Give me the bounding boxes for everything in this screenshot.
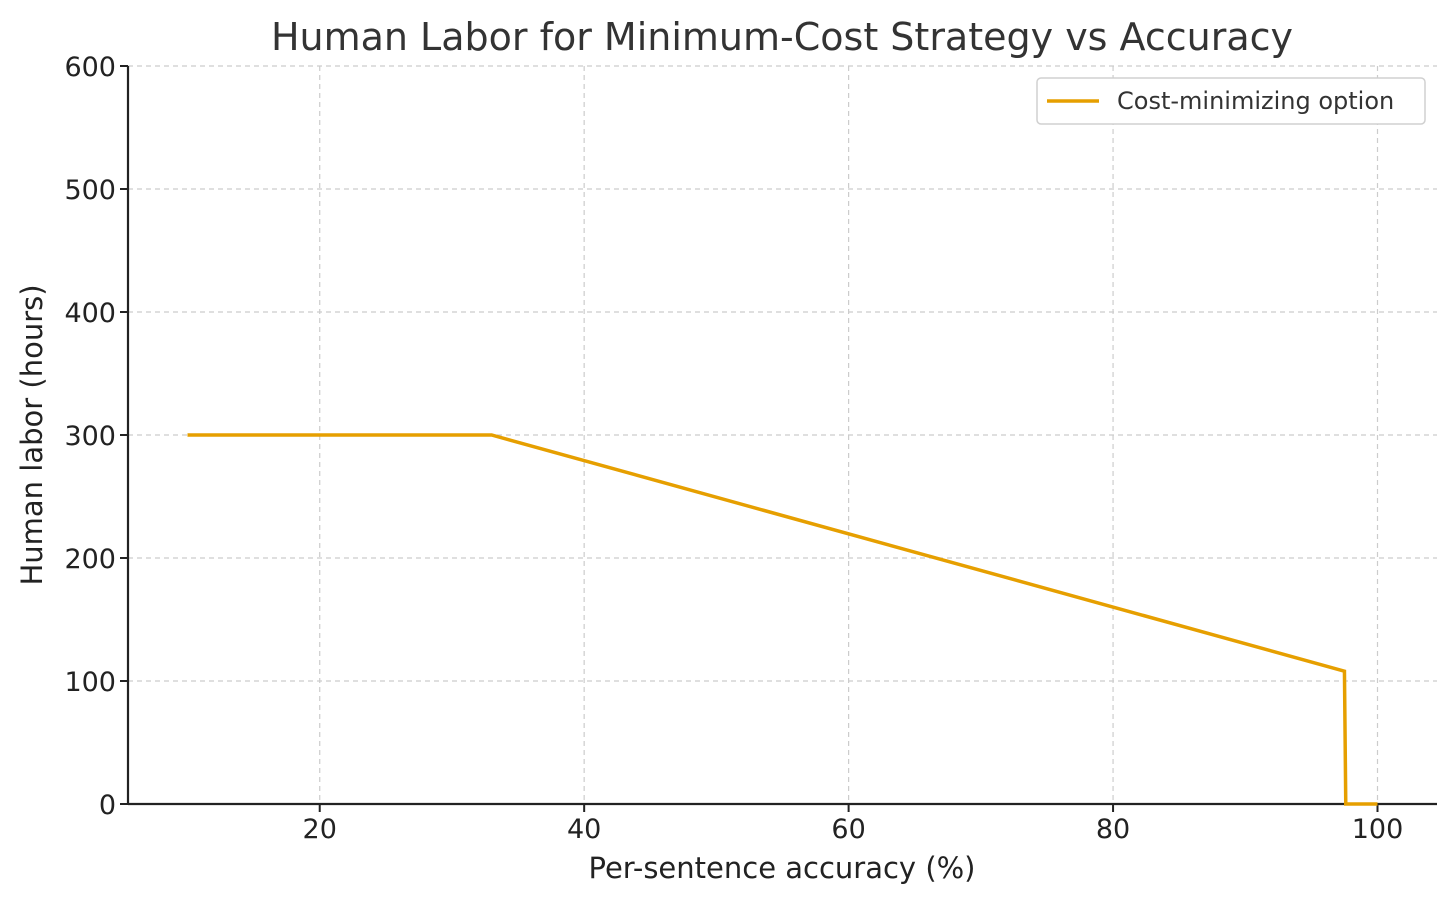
grid [128, 65, 1437, 804]
series [187, 433, 1378, 806]
y-axis-label: Human labor (hours) [15, 284, 49, 585]
y-tick-label: 300 [64, 421, 116, 452]
series-line-0 [187, 433, 1378, 806]
y-tick-label: 0 [99, 790, 116, 821]
x-tick-label: 80 [1096, 814, 1130, 845]
chart-title: Human Labor for Minimum-Cost Strategy vs… [271, 15, 1293, 59]
legend-box [1036, 77, 1426, 125]
legend-label: Cost-minimizing option [1117, 87, 1394, 115]
y-tick-label: 200 [64, 544, 116, 575]
axes [126, 66, 1437, 806]
x-tick-label: 40 [567, 814, 601, 845]
ticks: 20 40 60 80 100 0 100 200 300 400 500 600 [64, 52, 1403, 845]
y-tick-label: 500 [64, 175, 116, 206]
x-axis-label: Per-sentence accuracy (%) [589, 851, 976, 885]
y-tick-label: 100 [64, 667, 116, 698]
y-tick-label: 400 [64, 298, 116, 329]
x-tick-label: 100 [1352, 814, 1404, 845]
x-tick-label: 60 [831, 814, 865, 845]
y-tick-label: 600 [64, 52, 116, 83]
x-tick-label: 20 [303, 814, 337, 845]
legend: Cost-minimizing option [1036, 77, 1426, 125]
